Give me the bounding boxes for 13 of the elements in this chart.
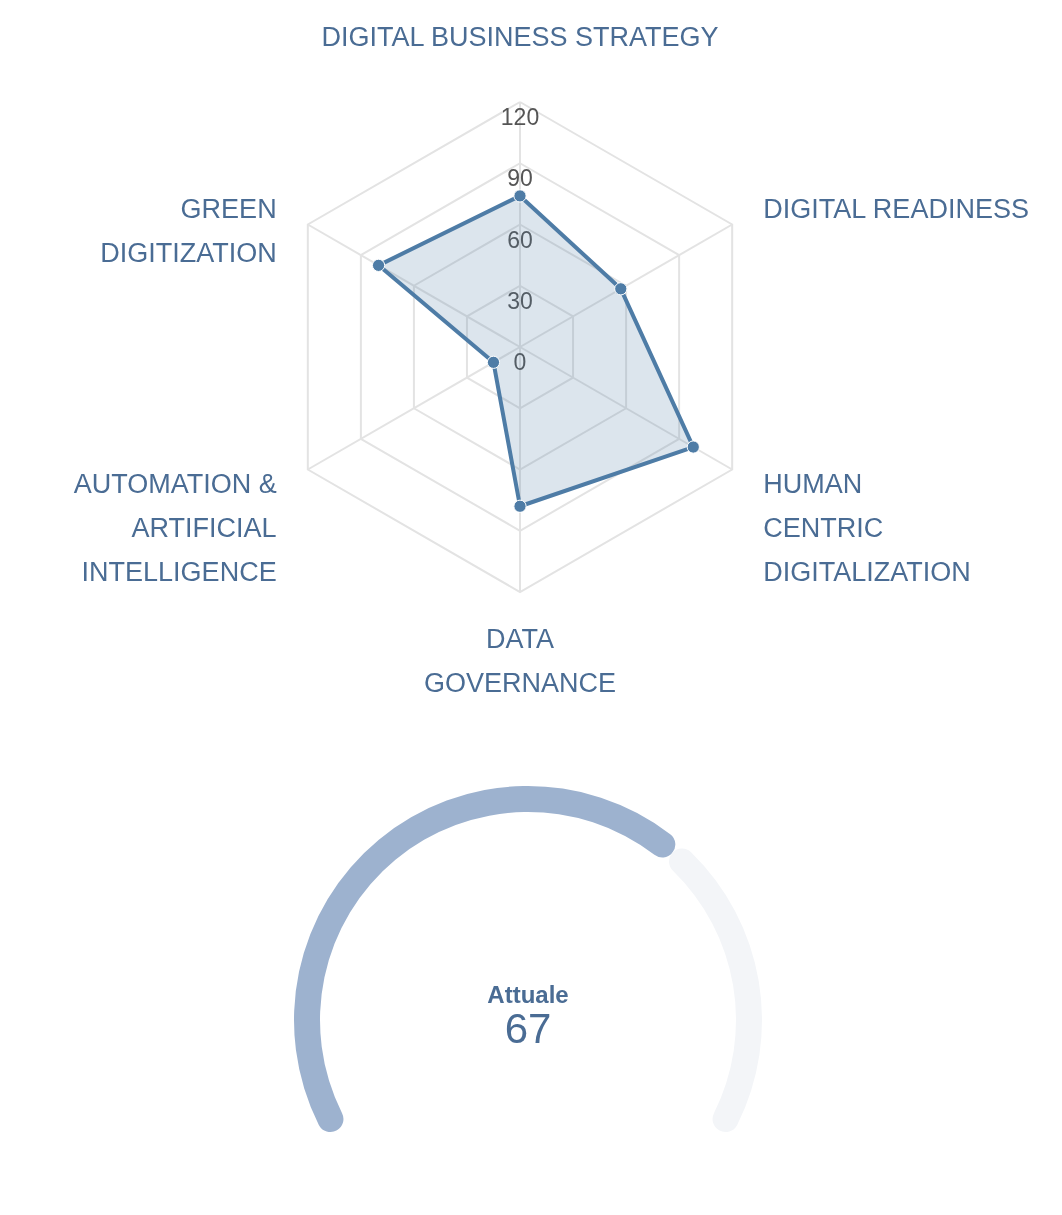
y-tick-label: 0: [513, 349, 527, 375]
spoke-label: DIGITAL BUSINESS STRATEGY: [321, 22, 719, 52]
text: Attuale: [487, 981, 569, 1008]
spoke-label: HUMAN CENTRIC DIGITALIZATION: [763, 468, 971, 587]
spoke-label: GREEN DIGITIZATION: [100, 193, 277, 268]
y-tick-label: 120: [500, 104, 540, 130]
text: 67: [504, 1005, 552, 1052]
y-tick-label: 30: [507, 287, 533, 314]
spoke-label: DIGITAL READINESS: [763, 193, 1029, 224]
y-tick-label: 90: [507, 165, 533, 192]
spoke-label: DATA GOVERNANCE: [423, 624, 617, 698]
spoke-label: AUTOMATION & ARTIFICIAL INTELLIGENCE: [73, 468, 277, 587]
y-tick-label: 60: [507, 226, 533, 253]
